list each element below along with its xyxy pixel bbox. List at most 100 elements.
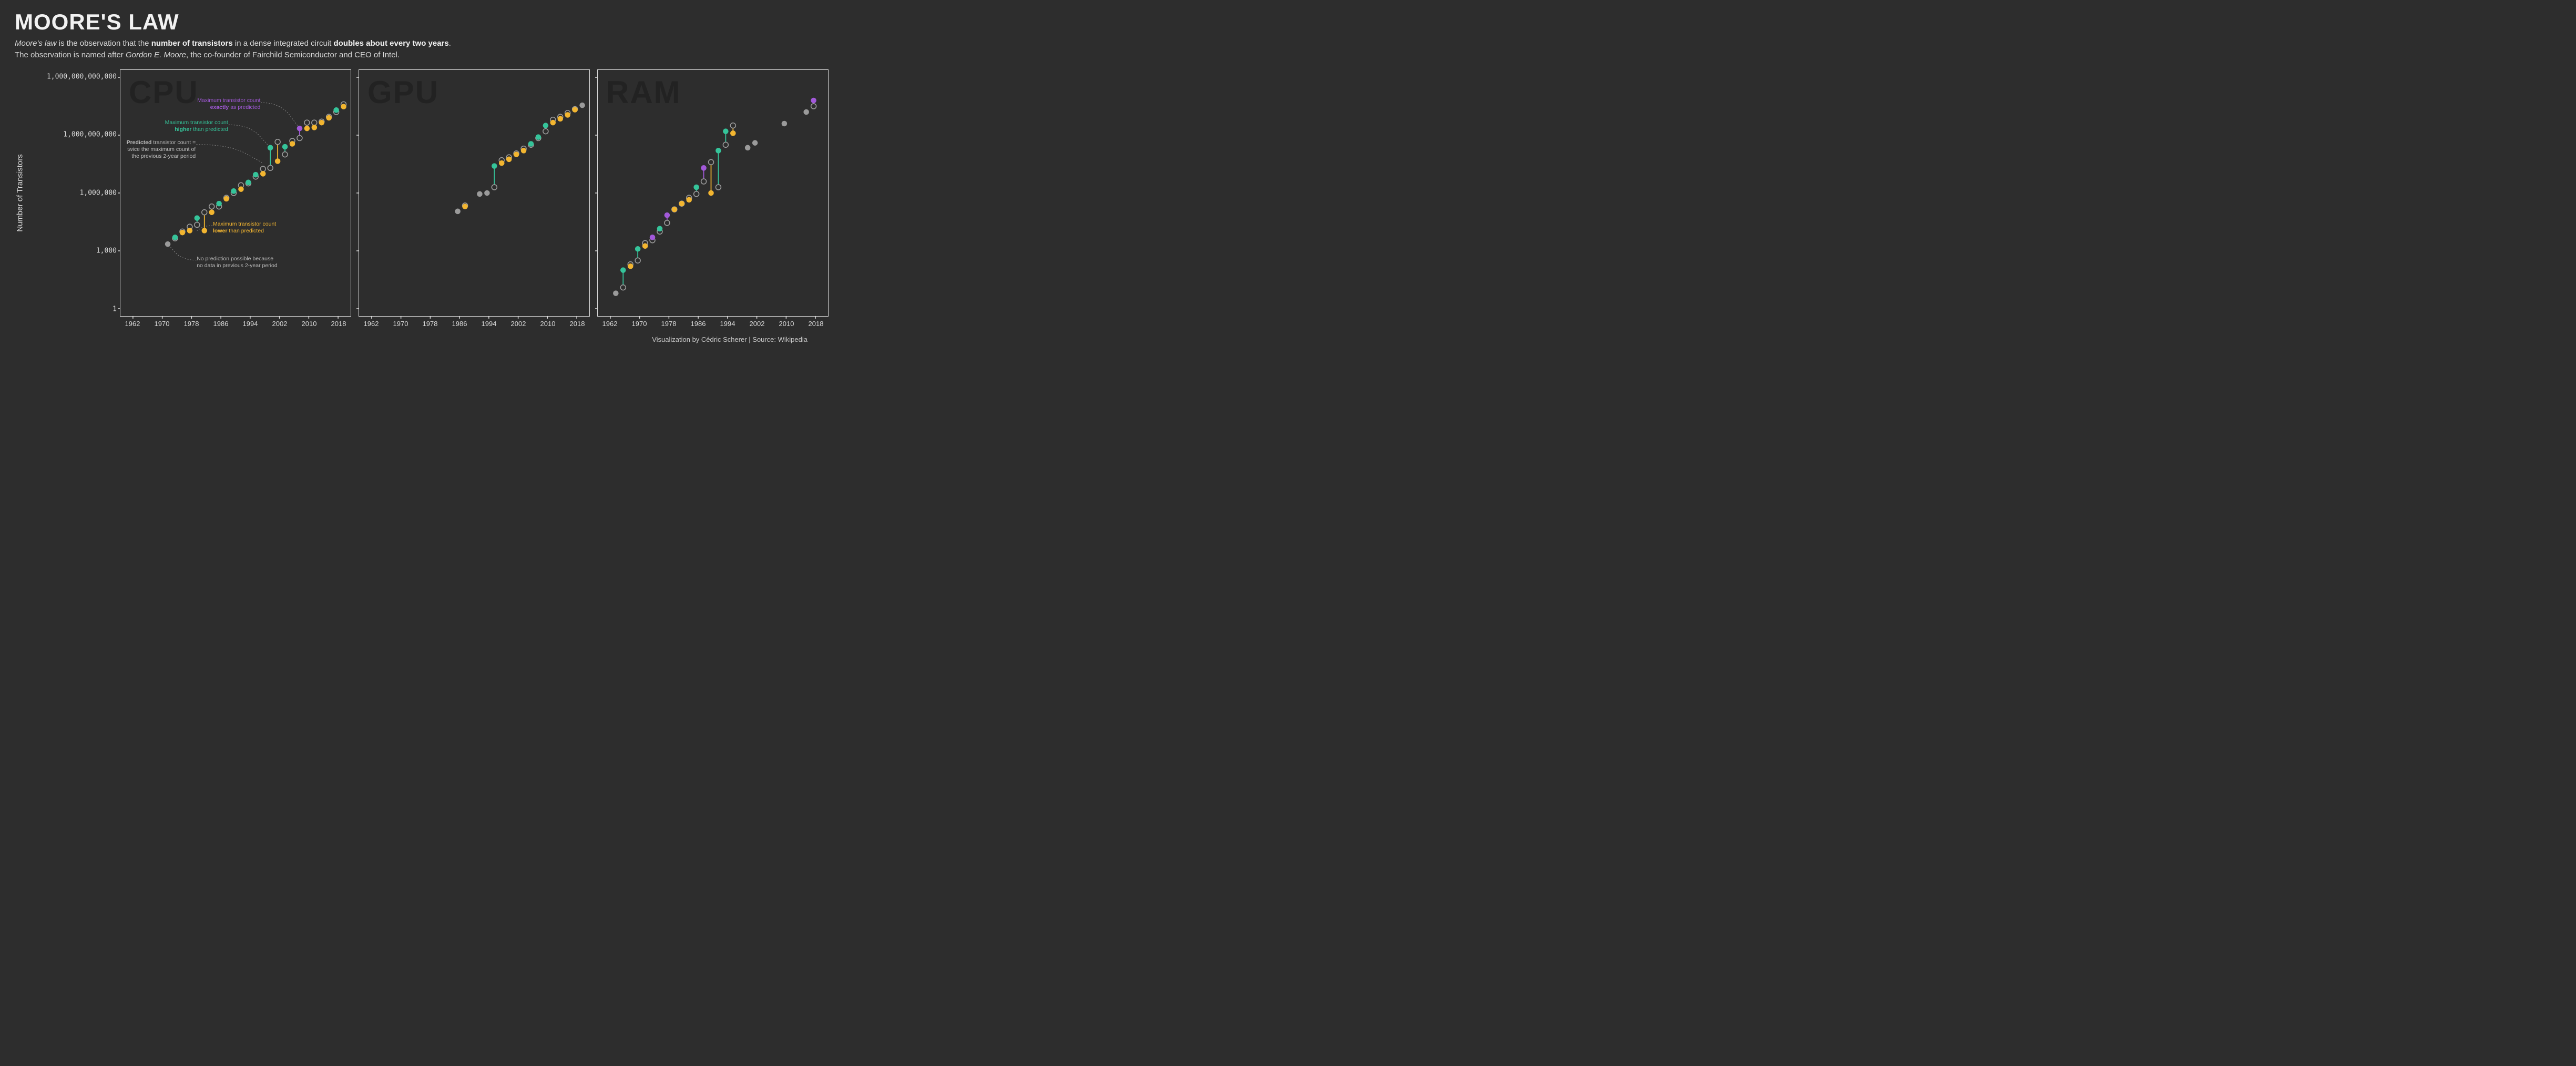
actual-marker (312, 125, 318, 130)
actual-marker (492, 163, 497, 169)
actual-marker (628, 263, 633, 269)
actual-marker (341, 104, 346, 109)
actual-marker (686, 197, 692, 202)
actual-marker (253, 171, 259, 177)
x-tick-label: 2018 (331, 320, 346, 328)
predicted-marker (304, 120, 310, 125)
panels: CPUMaximum transistor countexactly as pr… (120, 69, 829, 317)
y-tick-label: 1,000,000 (27, 189, 117, 197)
x-ticks-ram: 19621970197819861994200220102018 (597, 319, 829, 330)
actual-marker (730, 130, 736, 136)
actual-marker (550, 119, 556, 125)
actual-marker (557, 116, 563, 121)
actual-marker (803, 109, 809, 115)
actual-marker (565, 112, 570, 118)
x-tick-label: 1978 (423, 320, 438, 328)
x-tick-label: 1978 (661, 320, 677, 328)
actual-marker (811, 97, 816, 103)
actual-marker (572, 107, 578, 113)
actual-marker (679, 200, 684, 206)
x-tick-label: 1994 (482, 320, 497, 328)
actual-marker (326, 115, 332, 120)
actual-marker (231, 188, 237, 194)
y-tick-label: 1 (27, 305, 117, 313)
actual-marker (514, 151, 519, 157)
x-tick-label: 2010 (302, 320, 317, 328)
actual-marker (693, 184, 699, 190)
x-tick-label: 1962 (125, 320, 140, 328)
x-axis-row: 1962197019781986199420022010201819621970… (15, 319, 811, 330)
predicted-marker (260, 166, 265, 171)
chart-area: Number of Transistors 11,0001,000,0001,0… (15, 69, 811, 317)
actual-marker (506, 156, 512, 162)
actual-marker (536, 134, 541, 140)
x-tick-label: 2002 (511, 320, 526, 328)
actual-marker (297, 125, 303, 131)
predicted-marker (715, 185, 721, 190)
actual-marker (708, 190, 714, 196)
actual-marker (201, 228, 207, 233)
actual-marker (172, 235, 178, 240)
actual-marker (187, 228, 193, 233)
actual-marker (462, 204, 468, 209)
panel-svg (598, 70, 828, 316)
predicted-marker (268, 165, 273, 170)
actual-marker (260, 171, 266, 177)
page: MOORE'S LAW Moore's law is the observati… (0, 0, 825, 350)
y-ticks: 1 1,000 1,000,000 1,000,000,000 1,000,000,00… (27, 69, 117, 317)
actual-marker (484, 190, 490, 196)
credit-line: Visualization by Cédric Scherer | Source… (15, 336, 811, 343)
actual-marker (635, 246, 641, 252)
actual-marker (238, 186, 244, 192)
predicted-marker (723, 142, 728, 147)
actual-marker (333, 107, 339, 113)
actual-marker (290, 141, 295, 147)
predicted-marker (275, 139, 280, 144)
actual-marker (642, 243, 648, 249)
actual-marker (723, 128, 729, 134)
actual-marker (701, 165, 707, 171)
predicted-marker (492, 185, 497, 190)
x-ticks-row: 1962197019781986199420022010201819621970… (120, 319, 829, 330)
y-axis: Number of Transistors 11,0001,000,0001,0… (15, 69, 120, 317)
panel-ram: RAM (597, 69, 829, 317)
actual-marker (579, 102, 585, 108)
actual-marker (216, 200, 222, 206)
actual-marker (455, 208, 461, 214)
actual-marker (319, 119, 324, 125)
actual-marker (657, 226, 663, 231)
x-tick-label: 1962 (602, 320, 618, 328)
x-tick-label: 2018 (570, 320, 585, 328)
actual-marker (521, 148, 527, 154)
y-tick-label: 1,000 (27, 247, 117, 255)
actual-marker (650, 235, 656, 240)
x-tick-label: 2010 (779, 320, 794, 328)
y-tick-label: 1,000,000,000 (27, 131, 117, 139)
x-tick-label: 1986 (452, 320, 467, 328)
x-tick-label: 1994 (243, 320, 258, 328)
predicted-marker (811, 104, 816, 109)
predicted-marker (665, 220, 670, 225)
x-tick-label: 1986 (691, 320, 706, 328)
panel-svg (120, 70, 351, 316)
panel-gpu: GPU (359, 69, 590, 317)
page-subtitle: Moore's law is the observation that the … (15, 38, 811, 61)
y-tick-label: 1,000,000,000,000 (27, 73, 117, 80)
predicted-marker (297, 135, 302, 140)
actual-marker (282, 144, 288, 149)
x-tick-label: 1986 (213, 320, 229, 328)
actual-marker (246, 179, 251, 185)
actual-marker (672, 206, 678, 212)
x-tick-label: 1994 (720, 320, 735, 328)
predicted-marker (709, 159, 714, 165)
predicted-marker (635, 258, 640, 263)
actual-marker (209, 209, 214, 215)
x-tick-label: 2010 (540, 320, 556, 328)
panel-svg (359, 70, 589, 316)
x-tick-label: 2002 (272, 320, 288, 328)
actual-marker (195, 215, 200, 221)
predicted-marker (701, 179, 707, 184)
actual-marker (752, 140, 758, 146)
predicted-marker (543, 128, 548, 134)
predicted-marker (195, 222, 200, 227)
